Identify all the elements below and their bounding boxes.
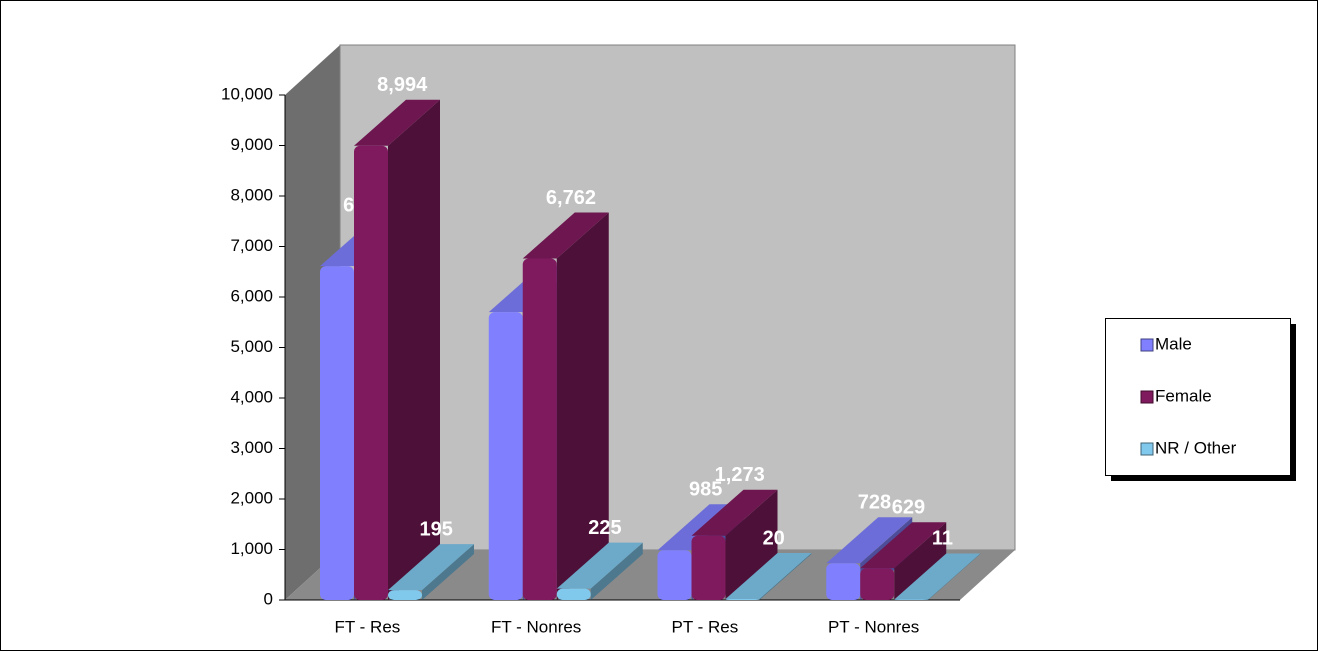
legend-swatch (1140, 338, 1154, 352)
bar-front (556, 588, 591, 600)
legend: Male Female NR / Other (1105, 318, 1296, 481)
bar (556, 542, 643, 600)
bar-front (320, 266, 354, 600)
bar (725, 552, 812, 600)
bar-top (894, 553, 981, 600)
bar-front (725, 598, 760, 600)
bar-front (522, 258, 557, 600)
bar-front (894, 599, 929, 600)
y-tick-label: 4,000 (230, 387, 273, 406)
bar-top (354, 99, 440, 146)
legend-box (1105, 318, 1291, 476)
bar-top (826, 517, 913, 564)
legend-swatch (1140, 390, 1154, 404)
bar (354, 99, 440, 601)
value-label: 225 (588, 517, 621, 539)
bar-side (556, 212, 609, 601)
bar-front (657, 550, 692, 600)
bar-top (522, 212, 609, 259)
bar-top (860, 522, 947, 569)
value-label: 6,762 (546, 187, 596, 209)
bar (388, 544, 474, 600)
x-tick-label: FT - Res (334, 617, 400, 636)
y-tick-label: 5,000 (230, 337, 273, 356)
bar-front (488, 312, 523, 600)
y-tick-label: 1,000 (230, 539, 273, 558)
bar-front (826, 563, 861, 600)
y-tick-label: 9,000 (230, 135, 273, 154)
x-tick-label: FT - Nonres (491, 617, 581, 636)
bar-front (388, 590, 422, 600)
x-tick-label: PT - Nonres (828, 617, 919, 636)
bar-side (928, 553, 981, 600)
bar (691, 489, 778, 600)
legend-label: Male (1155, 334, 1192, 353)
y-tick-label: 7,000 (230, 236, 273, 255)
y-tick-label: 3,000 (230, 438, 273, 457)
bar (522, 212, 609, 601)
bar-side (894, 522, 947, 600)
y-tick-label: 0 (264, 589, 273, 608)
bar-top (556, 542, 643, 589)
bar-side (725, 489, 778, 600)
bar (894, 553, 981, 600)
legend-swatch (1140, 442, 1154, 456)
back-wall (339, 44, 1016, 551)
bar-side (388, 99, 440, 600)
value-label: 195 (420, 518, 453, 540)
legend-label: Female (1155, 386, 1212, 405)
y-tick-label: 6,000 (230, 286, 273, 305)
value-label: 8,994 (377, 74, 428, 96)
bar-side (590, 542, 643, 600)
y-tick-label: 2,000 (230, 488, 273, 507)
bar (860, 522, 947, 600)
value-label: 20 (763, 527, 785, 549)
bar-top (691, 489, 778, 536)
value-label: 728 (858, 492, 891, 514)
value-label: 985 (689, 479, 722, 501)
bar-front (691, 535, 726, 600)
bar-side (759, 552, 812, 600)
bar-side (422, 544, 474, 600)
value-label: 629 (892, 497, 925, 519)
y-tick-label: 8,000 (230, 185, 273, 204)
value-label: 1,273 (715, 464, 765, 486)
bar-front (860, 568, 895, 600)
bar-front (354, 145, 388, 601)
bar-top (388, 544, 474, 591)
y-tick-label: 10,000 (221, 84, 273, 103)
legend-label: NR / Other (1155, 438, 1237, 457)
x-tick-label: PT - Res (671, 617, 738, 636)
bar-top (725, 552, 812, 599)
value-label: 11 (932, 528, 953, 550)
